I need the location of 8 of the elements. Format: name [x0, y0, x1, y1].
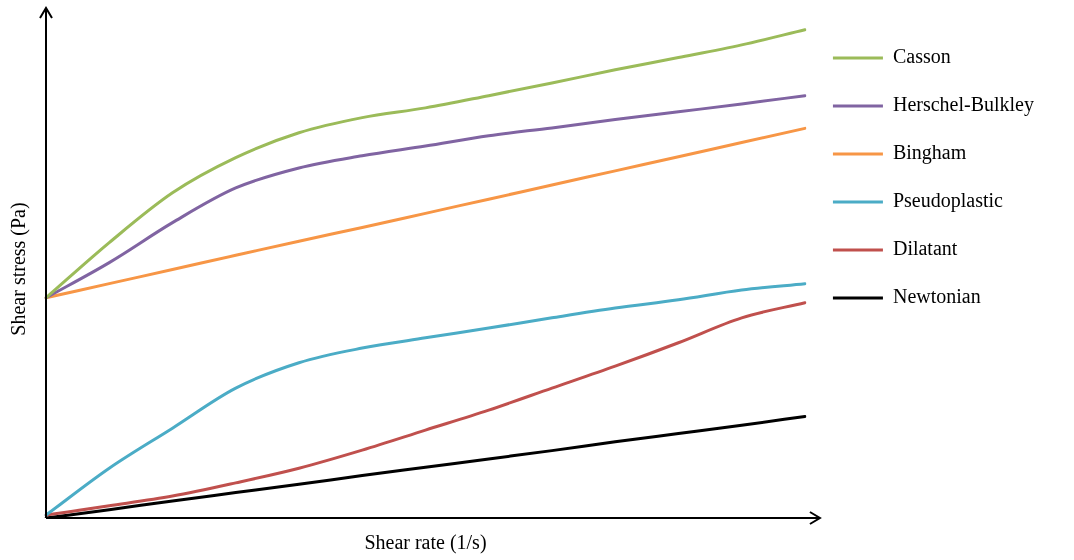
- legend-label: Dilatant: [892, 237, 958, 260]
- legend-label: Newtonian: [892, 285, 981, 308]
- legend-label: Bingham: [892, 141, 967, 165]
- legend-label: Pseudoplastic: [892, 189, 1004, 213]
- legend-label: Herschel-Bulkley: [892, 93, 1035, 117]
- x-axis-title: Shear rate (1/s): [364, 531, 487, 555]
- legend-label: Casson: [892, 45, 951, 68]
- y-axis-title: Shear stress (Pa): [7, 202, 31, 336]
